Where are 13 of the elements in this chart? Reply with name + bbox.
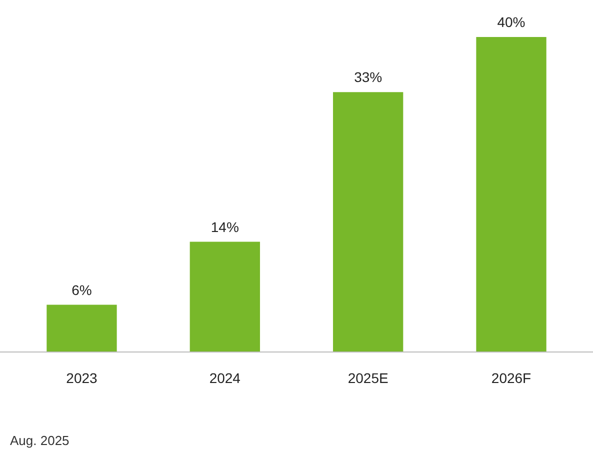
x-tick-label: 2024 — [209, 370, 241, 386]
bar — [190, 242, 260, 352]
data-label: 33% — [354, 69, 382, 86]
x-tick-label: 2025E — [348, 370, 388, 386]
x-tick-label: 2026F — [491, 370, 532, 386]
text: Aug. 2025 — [10, 433, 70, 448]
bar — [46, 304, 117, 352]
bar — [476, 37, 546, 352]
x-tick-label: 2023 — [66, 370, 98, 386]
bar — [333, 92, 404, 352]
data-label: 14% — [210, 218, 239, 235]
data-label: 6% — [72, 282, 92, 298]
data-label: 40% — [497, 14, 526, 30]
